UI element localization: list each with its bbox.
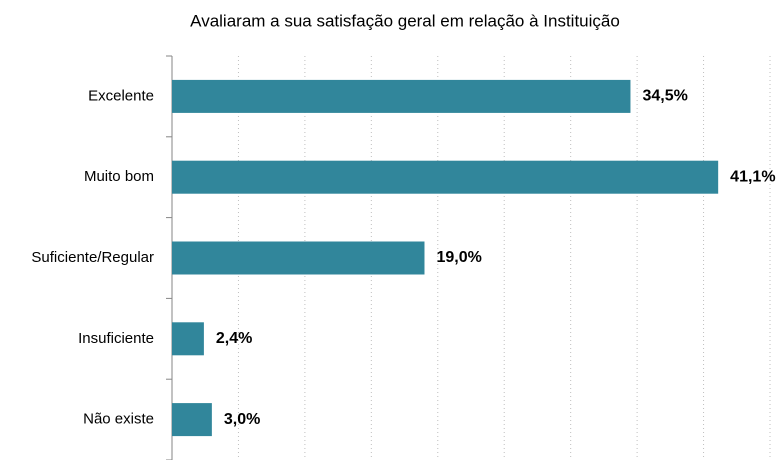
data-label: 41,1% xyxy=(730,168,775,185)
data-label: 34,5% xyxy=(642,88,687,105)
y-tick-label: Não existe xyxy=(83,411,154,428)
y-tick-label: Suficiente/Regular xyxy=(31,249,154,266)
y-tick-label: Muito bom xyxy=(84,168,154,185)
bar xyxy=(172,160,719,194)
data-label: 3,0% xyxy=(224,411,260,428)
data-label: 19,0% xyxy=(436,249,481,266)
y-tick-label: Excelente xyxy=(88,87,154,104)
bar xyxy=(172,241,425,275)
bar xyxy=(172,403,212,437)
y-tick-label: Insuficiente xyxy=(78,330,154,347)
data-label: 2,4% xyxy=(216,330,252,347)
bar xyxy=(172,322,204,356)
bar xyxy=(172,79,631,113)
chart-title: Avaliaram a sua satisfação geral em rela… xyxy=(190,11,620,30)
